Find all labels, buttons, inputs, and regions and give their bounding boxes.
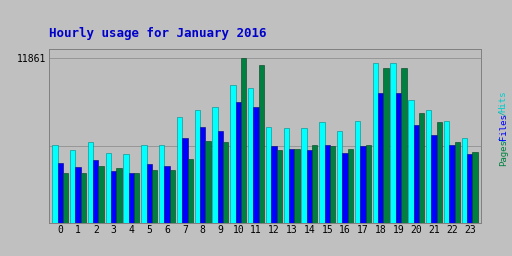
Bar [218,131,223,223]
Bar [236,102,241,223]
Bar [253,107,259,223]
Bar [152,170,157,223]
Bar [312,145,317,223]
Bar [462,138,467,223]
Bar [289,149,294,223]
Bar [75,167,81,223]
Bar [57,163,63,223]
Bar [70,150,75,223]
Bar [123,154,129,223]
Bar [408,100,414,223]
Bar [230,85,236,223]
Bar [93,160,98,223]
Bar [134,173,139,223]
Bar [419,113,424,223]
Bar [414,125,419,223]
Bar [307,150,312,223]
Bar [81,173,86,223]
Bar [467,154,473,223]
Bar [111,171,116,223]
Bar [360,146,366,223]
Bar [248,88,253,223]
Bar [266,127,271,223]
Bar [164,166,169,223]
Text: /: / [499,105,508,121]
Bar [98,166,104,223]
Bar [241,58,246,223]
Bar [212,107,218,223]
Bar [302,128,307,223]
Bar [182,138,187,223]
Bar [52,145,57,223]
Bar [449,145,455,223]
Bar [383,68,389,223]
Bar [437,122,442,223]
Text: Pages: Pages [499,140,508,166]
Bar [325,145,330,223]
Bar [88,142,93,223]
Bar [343,153,348,223]
Bar [366,145,371,223]
Text: Hits: Hits [499,91,508,112]
Bar [116,168,122,223]
Bar [200,127,205,223]
Bar [473,152,478,223]
Bar [373,62,378,223]
Bar [391,62,396,223]
Bar [146,164,152,223]
Bar [455,142,460,223]
Bar [187,159,193,223]
Bar [401,68,407,223]
Bar [223,142,228,223]
Bar [337,131,343,223]
Bar [159,145,164,223]
Bar [432,135,437,223]
Bar [284,128,289,223]
Bar [348,149,353,223]
Bar [378,93,383,223]
Bar [355,121,360,223]
Bar [63,173,68,223]
Bar [330,146,335,223]
Bar [205,141,210,223]
Bar [177,117,182,223]
Bar [444,121,449,223]
Bar [294,149,300,223]
Text: Hourly usage for January 2016: Hourly usage for January 2016 [49,27,266,40]
Bar [141,145,146,223]
Bar [129,173,134,223]
Bar [259,65,264,223]
Bar [169,170,175,223]
Bar [276,150,282,223]
Bar [426,110,432,223]
Bar [271,146,276,223]
Text: /: / [499,132,508,148]
Bar [396,93,401,223]
Text: Files: Files [499,113,508,140]
Bar [319,122,325,223]
Bar [195,110,200,223]
Bar [105,153,111,223]
